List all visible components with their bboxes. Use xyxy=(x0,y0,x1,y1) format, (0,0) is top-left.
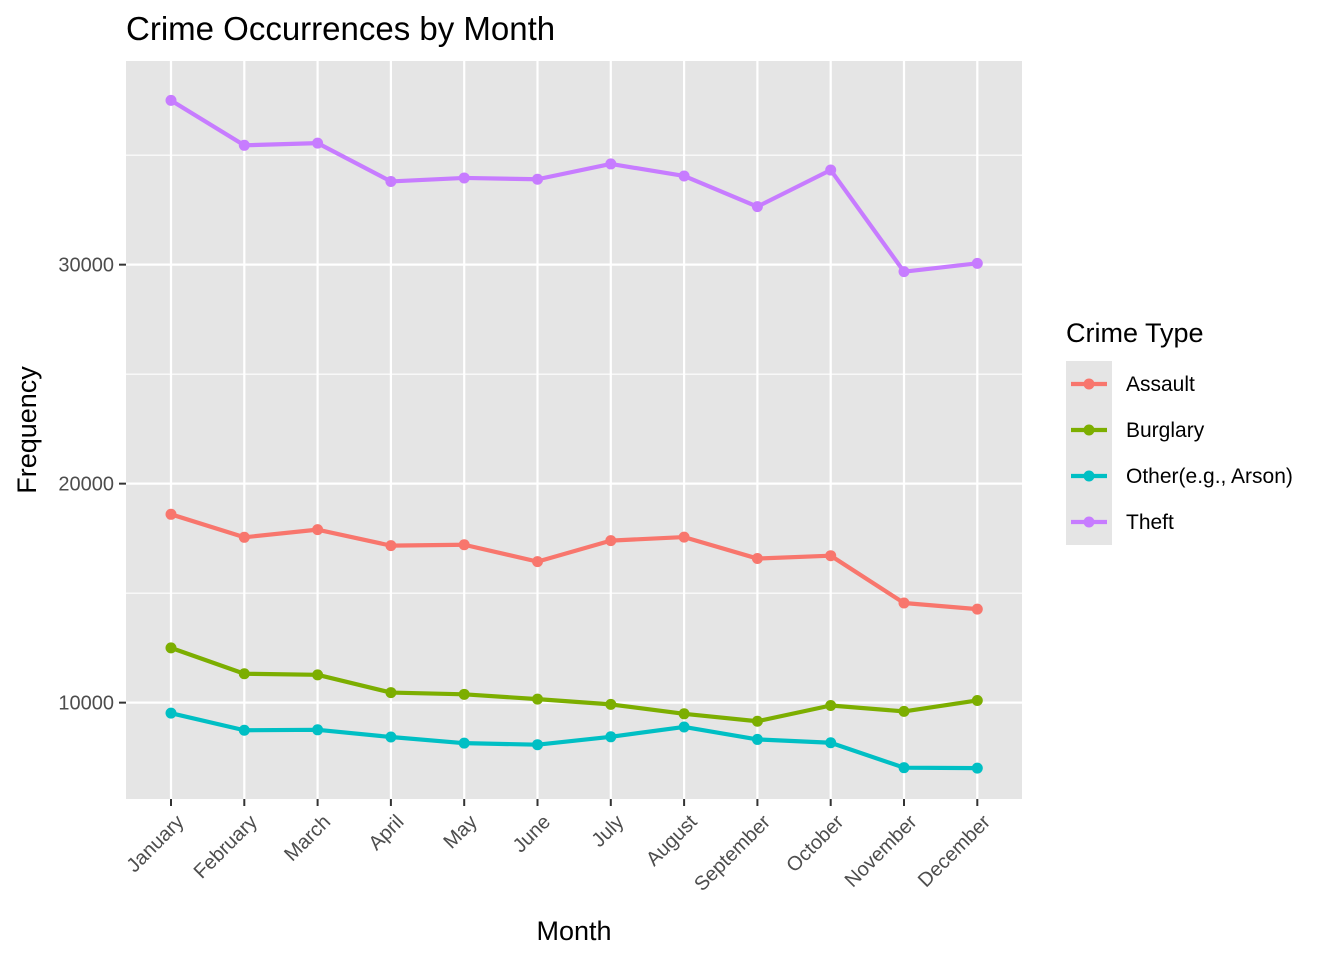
legend-label: Theft xyxy=(1126,511,1174,534)
x-tick-label: August xyxy=(642,811,702,871)
legend-key-point xyxy=(1083,470,1095,482)
legend-label: Other(e.g., Arson) xyxy=(1126,465,1293,488)
legend: Crime Type Assault Burglary Other(e.g., Ar… xyxy=(1066,318,1293,545)
x-tick-label: February xyxy=(190,811,262,883)
series-1 xyxy=(165,642,983,727)
data-point xyxy=(678,721,690,733)
x-axis-title: Month xyxy=(536,916,611,946)
data-point xyxy=(898,762,910,774)
data-point xyxy=(678,531,690,543)
data-point xyxy=(238,724,250,736)
data-point xyxy=(751,733,763,745)
data-point xyxy=(458,688,470,700)
data-point xyxy=(165,707,177,719)
legend-item: Burglary xyxy=(1071,419,1205,442)
series-layer xyxy=(165,94,983,774)
data-point xyxy=(165,508,177,520)
data-point xyxy=(751,201,763,213)
y-tick-label: 30000 xyxy=(58,255,114,277)
data-point xyxy=(458,539,470,551)
y-tick-label: 10000 xyxy=(58,693,114,715)
data-point xyxy=(898,266,910,278)
data-point xyxy=(971,762,983,774)
data-point xyxy=(971,603,983,615)
data-point xyxy=(312,524,324,536)
y-tick-label: 20000 xyxy=(58,474,114,496)
data-point xyxy=(825,164,837,176)
data-point xyxy=(385,731,397,743)
data-point xyxy=(458,737,470,749)
data-point xyxy=(678,708,690,720)
x-tick-label: September xyxy=(690,811,775,896)
legend-item: Assault xyxy=(1071,373,1195,396)
legend-item: Other(e.g., Arson) xyxy=(1071,465,1293,488)
data-point xyxy=(385,175,397,187)
x-tick-label: June xyxy=(509,811,555,857)
data-point xyxy=(605,698,617,710)
x-tick-label: March xyxy=(280,811,335,866)
series-0 xyxy=(165,508,983,615)
y-axis-title: Frequency xyxy=(12,366,42,494)
data-point xyxy=(605,535,617,547)
series-line xyxy=(170,711,978,771)
data-point xyxy=(532,173,543,185)
data-point xyxy=(385,540,397,552)
series-3 xyxy=(165,94,983,278)
data-point xyxy=(458,172,470,184)
legend-key-background xyxy=(1066,361,1112,545)
data-point xyxy=(825,737,837,749)
data-point xyxy=(605,731,617,743)
data-point xyxy=(312,137,324,149)
data-point xyxy=(825,550,837,562)
gridlines xyxy=(126,61,1022,799)
x-tick-label: October xyxy=(782,811,848,877)
data-point xyxy=(532,739,543,751)
data-point xyxy=(605,158,617,170)
x-tick-label: November xyxy=(841,811,922,892)
data-point xyxy=(532,556,543,568)
data-point xyxy=(312,724,324,736)
x-axis: January February March April May June July Augu… xyxy=(123,799,995,896)
legend-key-point xyxy=(1083,424,1095,436)
legend-key-point xyxy=(1083,378,1095,390)
x-tick-label: May xyxy=(439,811,481,853)
series-2 xyxy=(165,707,983,774)
data-point xyxy=(165,642,177,654)
x-tick-label: July xyxy=(588,811,629,852)
data-point xyxy=(385,687,397,699)
series-line xyxy=(169,98,978,274)
data-point xyxy=(678,170,690,182)
data-point xyxy=(165,94,177,106)
y-axis: 10000 20000 30000 xyxy=(58,255,126,715)
series-line xyxy=(170,512,978,612)
data-point xyxy=(238,531,250,543)
data-point xyxy=(532,693,543,705)
legend-key-point xyxy=(1083,516,1095,528)
legend-title: Crime Type xyxy=(1066,318,1204,348)
legend-label: Burglary xyxy=(1126,419,1205,442)
legend-item: Theft xyxy=(1071,511,1174,534)
data-point xyxy=(751,715,763,727)
data-point xyxy=(312,669,324,681)
data-point xyxy=(751,553,763,565)
data-point xyxy=(971,694,983,706)
data-point xyxy=(825,699,837,711)
data-point xyxy=(971,257,983,269)
data-point xyxy=(898,705,910,717)
x-tick-label: December xyxy=(914,811,995,892)
legend-label: Assault xyxy=(1126,373,1195,396)
x-tick-label: April xyxy=(365,811,409,855)
x-tick-label: January xyxy=(123,811,189,877)
data-point xyxy=(238,139,250,151)
data-point xyxy=(238,668,250,680)
series-line xyxy=(170,645,978,724)
data-point xyxy=(898,597,910,609)
chart-title: Crime Occurrences by Month xyxy=(126,10,555,47)
